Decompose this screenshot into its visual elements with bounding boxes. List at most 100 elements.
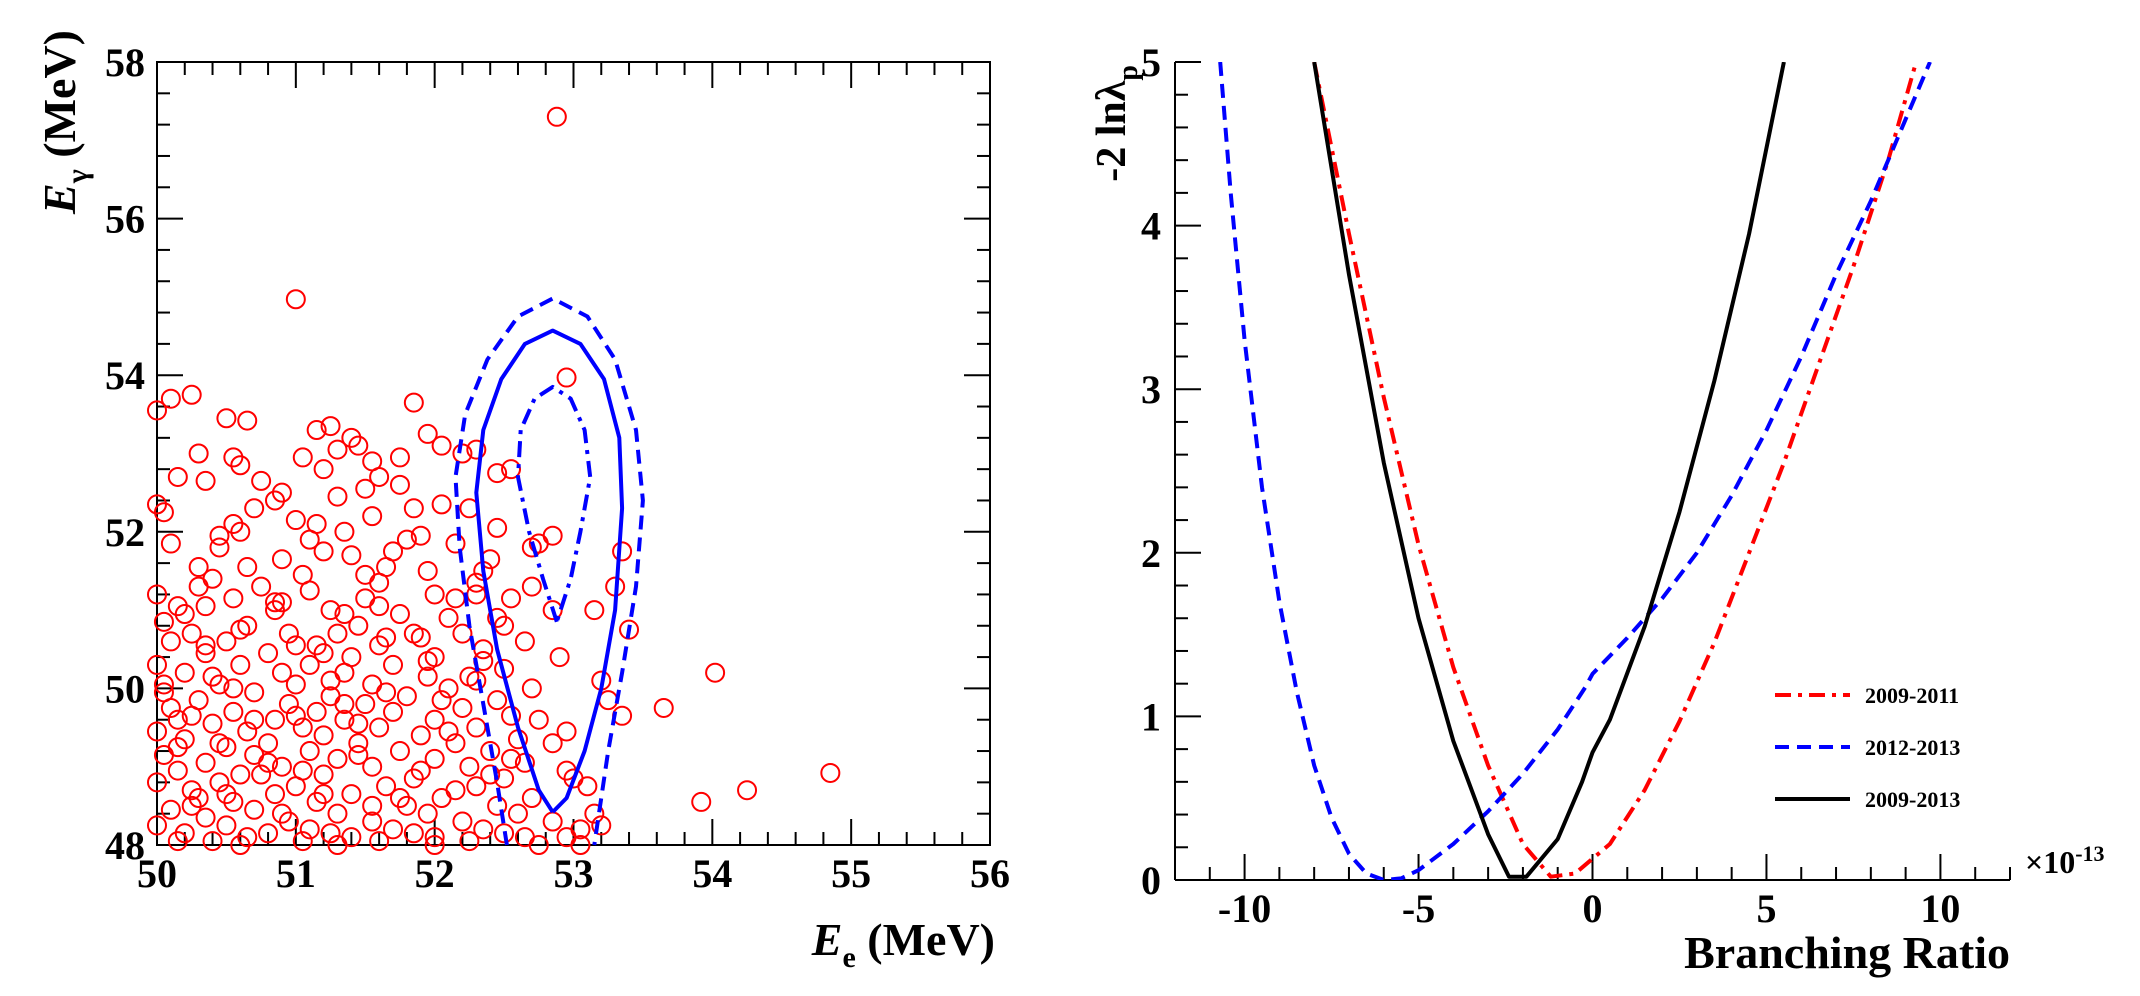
event-marker: [251, 470, 272, 491]
event-marker: [362, 756, 383, 777]
likelihood-x-axis-label: Branching Ratio: [1684, 927, 2010, 978]
y-tick-label: 1: [1141, 694, 1161, 739]
event-marker: [167, 831, 188, 852]
event-marker: [244, 498, 265, 519]
event-marker: [362, 674, 383, 695]
likelihood-ticks: [1174, 61, 2011, 881]
y-tick-label: 56: [105, 197, 145, 242]
event-marker: [216, 815, 237, 836]
event-marker: [195, 643, 216, 664]
event-marker: [174, 662, 195, 683]
event-marker: [542, 811, 563, 832]
event-marker: [147, 400, 167, 421]
event-marker: [334, 709, 355, 730]
event-marker: [285, 635, 306, 656]
event-marker: [230, 764, 251, 785]
event-marker: [181, 795, 202, 816]
event-marker: [285, 289, 306, 310]
event-marker: [369, 635, 390, 656]
x-tick-label: -5: [1402, 886, 1435, 931]
event-marker: [480, 764, 501, 785]
event-marker: [487, 690, 508, 711]
event-marker: [445, 733, 466, 754]
event-marker: [202, 666, 223, 687]
event-marker: [271, 756, 292, 777]
event-marker: [327, 486, 348, 507]
event-marker: [570, 835, 591, 855]
event-marker: [216, 631, 237, 652]
event-marker: [299, 580, 320, 601]
event-marker: [348, 733, 369, 754]
curve-2009-2013: [1312, 62, 1786, 879]
event-marker: [487, 795, 508, 816]
x-tick-label: 51: [276, 851, 316, 896]
event-marker: [209, 537, 230, 558]
event-marker: [237, 557, 258, 578]
contour-dashed: [453, 296, 645, 846]
event-marker: [306, 420, 327, 441]
y-tick-label: 54: [105, 353, 145, 398]
event-marker: [501, 459, 522, 480]
event-marker: [417, 560, 438, 581]
event-marker: [271, 662, 292, 683]
event-marker: [410, 525, 431, 546]
event-marker: [251, 764, 272, 785]
event-marker: [403, 623, 424, 644]
event-marker: [216, 784, 237, 805]
event-marker: [452, 623, 473, 644]
event-marker: [612, 541, 633, 562]
event-marker: [438, 678, 459, 699]
event-marker: [369, 717, 390, 738]
event-marker: [237, 410, 258, 431]
event-marker: [438, 721, 459, 742]
event-marker: [265, 709, 286, 730]
event-marker: [396, 529, 417, 550]
event-marker: [285, 705, 306, 726]
event-marker: [403, 768, 424, 789]
event-marker: [313, 764, 334, 785]
event-marker: [521, 678, 542, 699]
event-marker: [195, 752, 216, 773]
event-marker: [265, 600, 286, 621]
event-marker: [445, 533, 466, 554]
event-marker: [237, 615, 258, 636]
event-marker: [278, 623, 299, 644]
y-tick-label: 52: [105, 510, 145, 555]
event-marker: [160, 697, 181, 718]
event-marker: [501, 588, 522, 609]
event-marker: [389, 474, 410, 495]
event-marker: [278, 694, 299, 715]
event-marker: [376, 682, 397, 703]
event-marker: [313, 784, 334, 805]
y-tick-label: 50: [105, 666, 145, 711]
event-marker: [591, 815, 612, 836]
event-marker: [202, 831, 223, 852]
event-marker: [209, 525, 230, 546]
event-marker: [542, 600, 563, 621]
contour-dash-dot: [516, 384, 593, 623]
event-marker: [424, 709, 445, 730]
event-marker: [341, 784, 362, 805]
event-marker: [348, 713, 369, 734]
event-marker: [424, 647, 445, 668]
event-marker: [258, 823, 279, 844]
event-marker: [691, 791, 712, 812]
likelihood-tick-labels: -10 -5 0 5 10 0 1 2 3 4 5: [1141, 40, 1960, 931]
event-marker: [556, 367, 577, 388]
event-marker: [584, 803, 605, 824]
event-marker: [431, 494, 452, 515]
event-marker: [313, 725, 334, 746]
event-marker: [403, 823, 424, 844]
scatter-plot-frame: [156, 61, 991, 846]
event-marker: [306, 513, 327, 534]
event-marker: [494, 823, 515, 844]
event-marker: [327, 835, 348, 855]
scatter-x-axis-label: Ee (MeV): [811, 914, 995, 974]
event-marker: [410, 760, 431, 781]
x-tick-label: 53: [554, 851, 594, 896]
event-marker: [396, 686, 417, 707]
event-marker: [362, 795, 383, 816]
event-marker: [230, 654, 251, 675]
y-tick-label: 2: [1141, 531, 1161, 576]
x-tick-label: 0: [1583, 886, 1603, 931]
